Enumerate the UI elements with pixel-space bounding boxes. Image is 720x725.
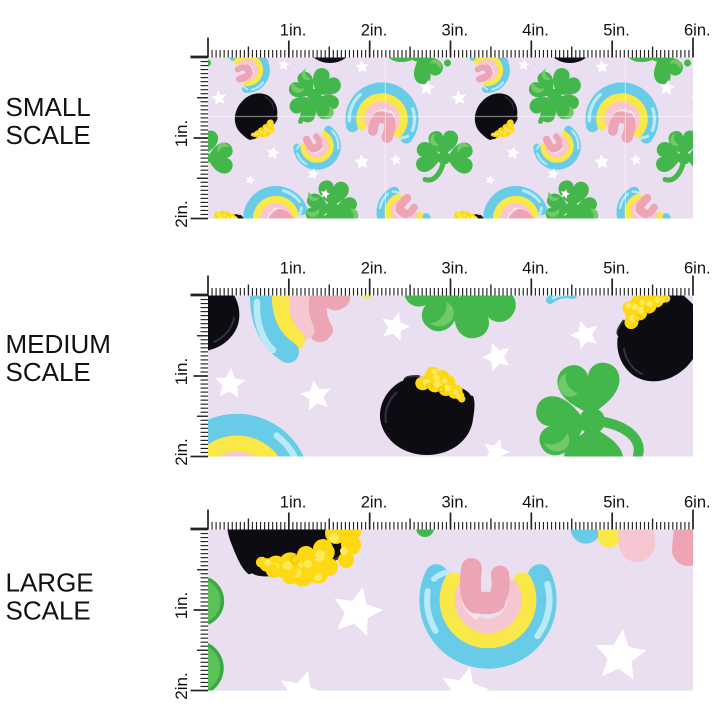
svg-text:5in.: 5in. [603, 494, 630, 512]
svg-text:6in.: 6in. [684, 22, 711, 40]
svg-text:1in.: 1in. [172, 120, 191, 147]
svg-text:3in.: 3in. [441, 260, 468, 278]
svg-text:SMALL: SMALL [6, 92, 91, 122]
svg-text:6in.: 6in. [684, 260, 711, 278]
svg-text:1in.: 1in. [280, 22, 307, 40]
svg-text:LARGE: LARGE [6, 568, 94, 598]
svg-text:2in.: 2in. [172, 200, 191, 227]
svg-text:3in.: 3in. [441, 22, 468, 40]
svg-text:2in.: 2in. [172, 672, 191, 699]
svg-text:SCALE: SCALE [6, 120, 91, 150]
svg-text:6in.: 6in. [684, 494, 711, 512]
svg-text:4in.: 4in. [522, 494, 549, 512]
svg-text:5in.: 5in. [603, 260, 630, 278]
svg-text:2in.: 2in. [361, 260, 388, 278]
svg-text:2in.: 2in. [361, 494, 388, 512]
svg-text:3in.: 3in. [441, 494, 468, 512]
svg-text:SCALE: SCALE [6, 596, 91, 626]
svg-text:2in.: 2in. [361, 22, 388, 40]
svg-text:1in.: 1in. [280, 494, 307, 512]
svg-text:MEDIUM: MEDIUM [6, 329, 111, 359]
svg-text:4in.: 4in. [522, 260, 549, 278]
svg-text:5in.: 5in. [603, 22, 630, 40]
svg-text:2in.: 2in. [172, 438, 191, 465]
svg-text:4in.: 4in. [522, 22, 549, 40]
svg-text:1in.: 1in. [280, 260, 307, 278]
svg-text:1in.: 1in. [172, 592, 191, 619]
svg-text:SCALE: SCALE [6, 357, 91, 387]
svg-text:1in.: 1in. [172, 358, 191, 385]
